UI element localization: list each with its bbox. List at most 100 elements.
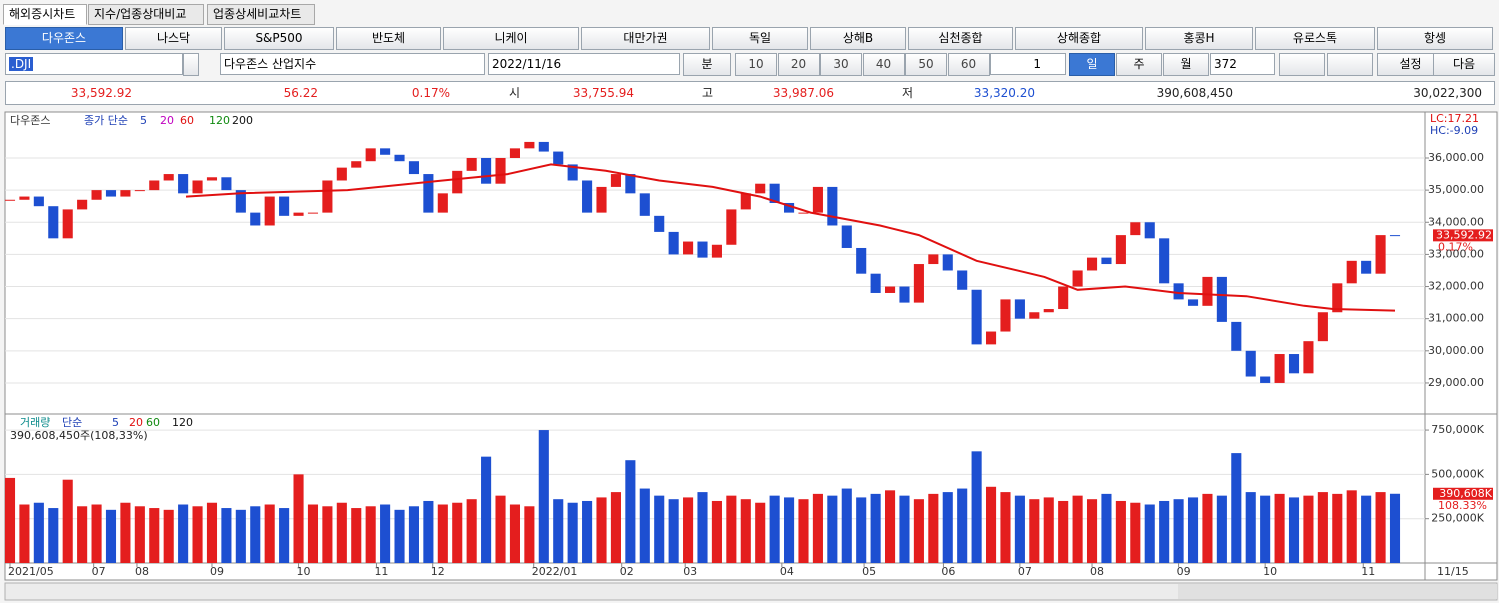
volume-bar bbox=[856, 497, 867, 563]
period-button[interactable]: 주 bbox=[1116, 53, 1162, 76]
market-button[interactable]: 유로스톡 bbox=[1255, 27, 1375, 50]
volume-bar bbox=[1389, 493, 1401, 563]
period-button[interactable]: 일 bbox=[1069, 53, 1115, 76]
y-tick-label: 29,000.00 bbox=[1428, 376, 1484, 389]
volume-bar bbox=[798, 499, 809, 563]
search-button[interactable] bbox=[183, 53, 199, 76]
candle bbox=[755, 183, 766, 194]
x-tick-label: 2022/01 bbox=[532, 565, 578, 578]
market-button[interactable]: 다우존스 bbox=[5, 27, 123, 50]
candle bbox=[307, 212, 319, 214]
market-button[interactable]: 상해종합 bbox=[1015, 27, 1143, 50]
volume-bar bbox=[466, 499, 477, 563]
y-tick-label: 36,000.00 bbox=[1428, 151, 1484, 164]
tool-button[interactable] bbox=[1327, 53, 1373, 76]
market-button[interactable]: 니케이 bbox=[443, 27, 579, 50]
volume-bar bbox=[553, 499, 564, 563]
tool-button[interactable] bbox=[1279, 53, 1325, 76]
candle bbox=[452, 170, 463, 194]
volume-bar bbox=[250, 506, 261, 563]
volume-bar bbox=[1000, 492, 1011, 563]
x-tick-label: 09 bbox=[1177, 565, 1191, 578]
candle bbox=[1245, 350, 1256, 377]
candle bbox=[1389, 235, 1401, 237]
last-pct-label: 108.33% bbox=[1438, 499, 1487, 512]
market-button[interactable]: 항셍 bbox=[1377, 27, 1493, 50]
y-tick-label: 500,000K bbox=[1431, 467, 1484, 480]
volume-bar bbox=[1187, 497, 1199, 563]
volume-bar bbox=[885, 490, 896, 563]
market-button[interactable]: 심천종합 bbox=[908, 27, 1013, 50]
candle bbox=[1332, 283, 1343, 313]
candle bbox=[77, 199, 88, 210]
volume-title: 거래량 bbox=[20, 416, 50, 429]
volume-bar bbox=[408, 506, 420, 563]
candle bbox=[1115, 235, 1126, 265]
volume-bar bbox=[437, 504, 448, 563]
period-button[interactable]: 월 bbox=[1163, 53, 1209, 76]
next-button[interactable]: 다음 bbox=[1433, 53, 1495, 76]
price-title: 다우존스 bbox=[10, 114, 50, 127]
market-button[interactable]: 대만가권 bbox=[581, 27, 710, 50]
candle bbox=[870, 273, 881, 293]
settings-button[interactable]: 설정 bbox=[1377, 53, 1444, 76]
candle bbox=[351, 161, 362, 168]
candle bbox=[1058, 286, 1069, 310]
volume-bar bbox=[1274, 493, 1285, 563]
candle bbox=[942, 254, 953, 271]
bars-input[interactable]: 372 bbox=[1210, 53, 1275, 75]
candle bbox=[1260, 376, 1271, 383]
candle bbox=[827, 186, 838, 226]
market-button[interactable]: 상해B bbox=[810, 27, 906, 50]
quote-pct: 0.17% bbox=[411, 86, 450, 100]
minute-button[interactable]: 20 bbox=[777, 53, 820, 76]
x-tick-label: 07 bbox=[92, 565, 106, 578]
volume-bar bbox=[683, 497, 694, 563]
market-button[interactable]: S&P500 bbox=[224, 27, 334, 50]
price-legend: 종가 단순 bbox=[84, 114, 128, 127]
volume-bar bbox=[120, 502, 131, 563]
ma-period: 20 bbox=[129, 416, 143, 429]
market-button[interactable]: 홍콩H bbox=[1145, 27, 1253, 50]
market-button[interactable]: 독일 bbox=[712, 27, 808, 50]
scroll-controls[interactable] bbox=[1178, 584, 1497, 599]
candle bbox=[394, 154, 405, 162]
minute-button[interactable]: 30 bbox=[820, 53, 862, 76]
market-button[interactable]: 반도체 bbox=[336, 27, 441, 50]
candle bbox=[336, 167, 347, 181]
candle bbox=[1375, 235, 1386, 274]
candle bbox=[163, 174, 174, 181]
candle bbox=[971, 289, 982, 345]
volume-bar bbox=[769, 495, 780, 563]
volume-bar bbox=[639, 488, 650, 563]
minute-button[interactable]: 60 bbox=[947, 53, 990, 76]
volume-bar bbox=[1346, 490, 1357, 563]
tab[interactable]: 해외증시차트 bbox=[3, 4, 87, 25]
ma-period: 120 bbox=[172, 416, 193, 429]
volume-bar bbox=[163, 509, 174, 563]
unit-button[interactable]: 분 bbox=[683, 53, 731, 76]
tab[interactable]: 지수/업종상대비교 bbox=[88, 4, 204, 25]
market-button[interactable]: 나스닥 bbox=[125, 27, 222, 50]
y-tick-label: 32,000.00 bbox=[1428, 280, 1484, 293]
volume-bar bbox=[19, 504, 30, 563]
x-tick-label: 10 bbox=[1263, 565, 1277, 578]
date-input[interactable]: 2022/11/16 bbox=[488, 53, 680, 75]
candle bbox=[668, 231, 679, 255]
minute-button[interactable]: 10 bbox=[735, 53, 777, 76]
candle bbox=[1173, 283, 1184, 300]
count-select[interactable]: 1 bbox=[990, 53, 1066, 75]
minute-button[interactable]: 50 bbox=[905, 53, 947, 76]
volume-bar bbox=[755, 502, 766, 563]
quote-low-label: 저 bbox=[901, 86, 913, 100]
minute-button[interactable]: 40 bbox=[862, 53, 905, 76]
x-tick-label: 03 bbox=[683, 565, 697, 578]
volume-bar bbox=[1144, 504, 1155, 563]
tab[interactable]: 업종상세비교차트 bbox=[207, 4, 315, 25]
symbol-input[interactable]: .DJI bbox=[5, 53, 183, 75]
candle bbox=[711, 244, 722, 258]
ma-period: 60 bbox=[146, 416, 160, 429]
quote-low: 33,320.20 bbox=[973, 86, 1035, 100]
candle bbox=[567, 164, 578, 181]
